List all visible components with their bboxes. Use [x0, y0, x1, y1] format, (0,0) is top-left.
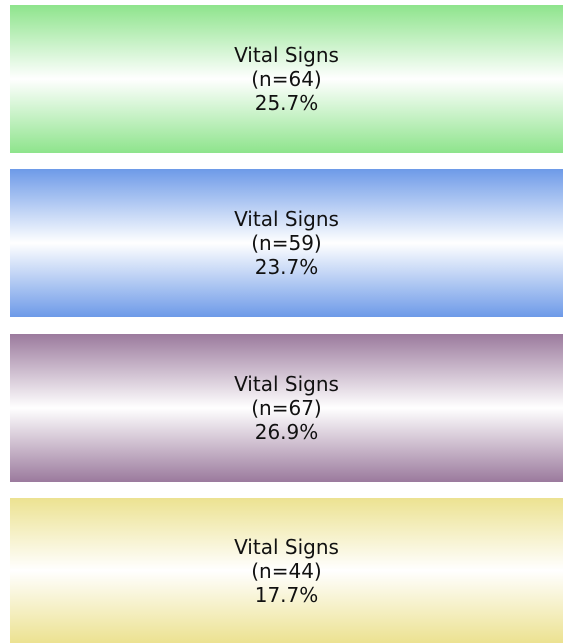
box-count: (n=59) [251, 231, 322, 255]
box-count: (n=64) [251, 67, 322, 91]
box-count: (n=67) [251, 396, 322, 420]
box-percent: 26.9% [254, 420, 319, 444]
box: Vital Signs (n=67) 26.9% [10, 334, 563, 482]
box: Vital Signs (n=44) 17.7% [10, 498, 563, 643]
box-label: Vital Signs [234, 372, 339, 396]
box-label: Vital Signs [234, 534, 339, 559]
box-percent: 23.7% [254, 255, 319, 279]
box-percent: 17.7% [254, 582, 319, 607]
box-count: (n=44) [251, 558, 322, 583]
box-label: Vital Signs [234, 207, 339, 231]
box-percent: 25.7% [254, 91, 319, 115]
box: Vital Signs (n=59) 23.7% [10, 169, 563, 317]
box-label: Vital Signs [234, 43, 339, 67]
box: Vital Signs (n=64) 25.7% [10, 5, 563, 153]
